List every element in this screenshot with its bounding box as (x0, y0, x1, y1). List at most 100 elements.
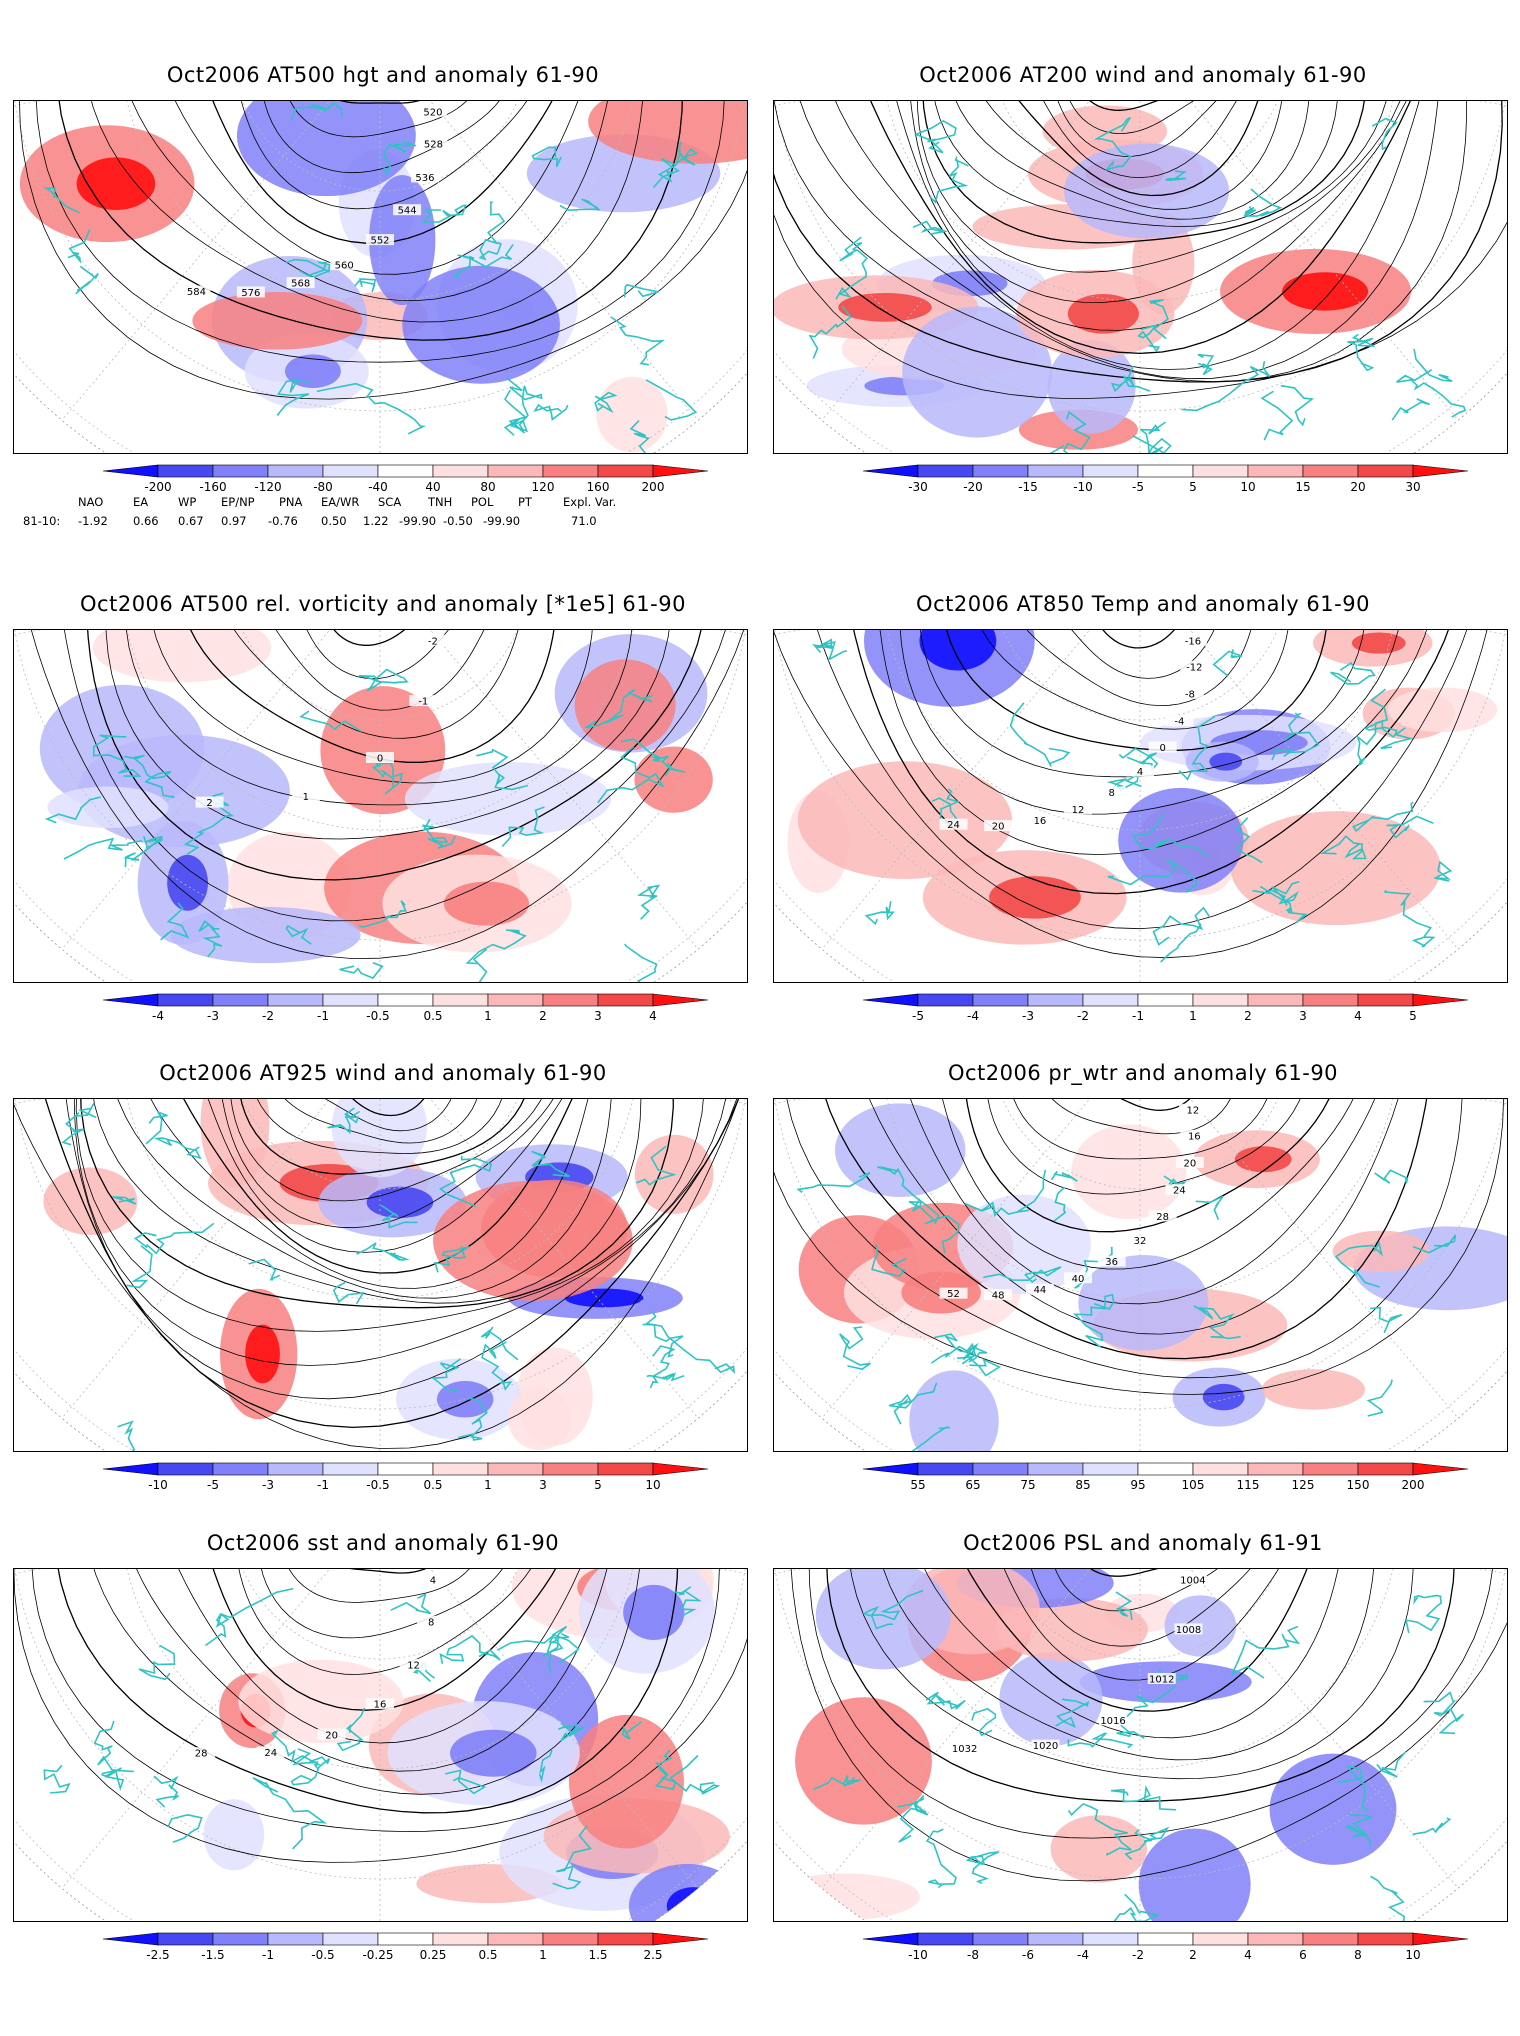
colorbar-segment (267, 993, 324, 1007)
colorbar-tick-label: -1.5 (201, 1948, 224, 1962)
coastline (552, 1825, 592, 1890)
map-svg: -2 -1 0 1 2 (14, 630, 747, 982)
map-area (773, 100, 1508, 454)
coastline (478, 201, 506, 261)
coastline (531, 1150, 570, 1178)
colorbar-svg: -200 -160 -120 -80 -40 40 80 120 160 200 (102, 464, 709, 494)
coastline (285, 258, 331, 279)
contour-label-bg (1064, 1272, 1093, 1284)
coastline (371, 762, 403, 795)
colorbar-tick-label: 0.25 (420, 1948, 447, 1962)
contour-line (849, 630, 1453, 895)
contour-label-bg (409, 695, 438, 707)
colorbar-segment (542, 1932, 599, 1946)
colorbar-tick-label: 150 (1347, 1478, 1370, 1492)
coastline (1235, 817, 1263, 864)
contour-line (962, 1099, 1340, 1233)
coastline (1252, 880, 1300, 906)
colorbar-tick-label: 1 (1189, 1009, 1197, 1023)
contour-line (1021, 1569, 1275, 1647)
colorbar-tick-label: -10 (908, 1948, 928, 1962)
tele-value: 0.50 (321, 514, 347, 528)
map-svg: 1004 1008 1012 1016 1020 1032 (774, 1569, 1507, 1921)
negative-anomaly-core (167, 854, 209, 911)
colorbar-segment (917, 464, 974, 478)
colorbar-tick-label: 115 (1237, 1478, 1260, 1492)
coastline (339, 961, 384, 980)
contour-label-bg (366, 752, 394, 763)
colorbar-tick-label: 1 (484, 1009, 492, 1023)
colorbar-tick-label: -8 (967, 1948, 979, 1962)
colorbar-arrow-right (1412, 464, 1469, 478)
colorbar-tick-label: 1 (539, 1948, 547, 1962)
contour-line (124, 101, 613, 302)
colorbar-segment (542, 1462, 599, 1476)
coastline (44, 796, 101, 824)
negative-anomaly-core (564, 1288, 644, 1308)
colorbar-segment (377, 993, 434, 1007)
positive-anomaly-area (774, 1873, 920, 1921)
contour-line (922, 101, 1367, 244)
colorbar-tick-label: 0.5 (423, 1478, 442, 1492)
colorbar-segment (1357, 1932, 1414, 1946)
contour-line (228, 1099, 554, 1202)
contour-line (288, 630, 479, 680)
coastline (123, 835, 163, 868)
coastline (610, 316, 665, 366)
contour-label-bg (1097, 1255, 1126, 1267)
contour-label: -1 (418, 697, 428, 708)
contour-label: -8 (1185, 689, 1195, 700)
contour-line (1071, 1569, 1218, 1577)
contour-label: -4 (1174, 717, 1184, 728)
colorbar-segment (487, 464, 544, 478)
coastline (1112, 1893, 1160, 1921)
positive-anomaly-area (588, 101, 747, 164)
colorbar-tick-label: 15 (1295, 480, 1310, 494)
colorbar-tick-label: -0.5 (366, 1009, 389, 1023)
coastline (354, 278, 377, 293)
contour-label: 40 (1072, 1274, 1085, 1285)
coastline (644, 1310, 736, 1375)
contour-label-bg (984, 1289, 1013, 1301)
colorbar-tick-label: -0.5 (311, 1948, 334, 1962)
coastline (252, 1777, 328, 1850)
colorbar-segment (1192, 1462, 1249, 1476)
colorbar-tick-label: 8 (1354, 1948, 1362, 1962)
contour-label-bg (410, 171, 439, 183)
contour-label-bg (1099, 1714, 1128, 1726)
coastline (434, 1245, 470, 1273)
colorbar-tick-label: 160 (587, 480, 610, 494)
coastline (359, 900, 407, 929)
colorbar-arrow-right (1412, 993, 1469, 1007)
colorbar-tick-label: -3 (262, 1478, 274, 1492)
coastline (1197, 353, 1215, 376)
contour-label-bg (417, 1615, 446, 1627)
hemisphere (14, 1569, 747, 1921)
colorbar-arrow-left (862, 993, 919, 1007)
tele-value: -99.90 (399, 514, 437, 528)
contour-line (848, 1569, 1414, 1780)
contour-line (952, 1569, 1319, 1712)
coastline (439, 1634, 501, 1664)
contour-line (941, 630, 1329, 751)
coastline (1165, 170, 1187, 182)
coastline (862, 1589, 924, 1630)
negative-anomaly-core (450, 1729, 537, 1777)
colorbar-svg: -4 -3 -2 -1 -0.5 0.5 1 2 3 4 (102, 993, 709, 1023)
coastline (1110, 365, 1151, 393)
coastline (1330, 661, 1376, 685)
colorbar-segment (1192, 464, 1249, 478)
negative-anomaly-core (1209, 752, 1243, 771)
contour-line (90, 1099, 642, 1304)
hemisphere (774, 630, 1507, 982)
colorbar-segment (322, 464, 379, 478)
contour-line (79, 1099, 674, 1309)
tele-value: 1.22 (363, 514, 389, 528)
coastline (1355, 688, 1389, 766)
coastline (971, 1707, 997, 1737)
contour-label-bg (1148, 1210, 1177, 1222)
positive-anomaly-area (568, 1714, 684, 1849)
negative-anomaly-core (919, 630, 997, 671)
coastline (1139, 421, 1167, 453)
positive-anomaly-area (1050, 1815, 1148, 1883)
